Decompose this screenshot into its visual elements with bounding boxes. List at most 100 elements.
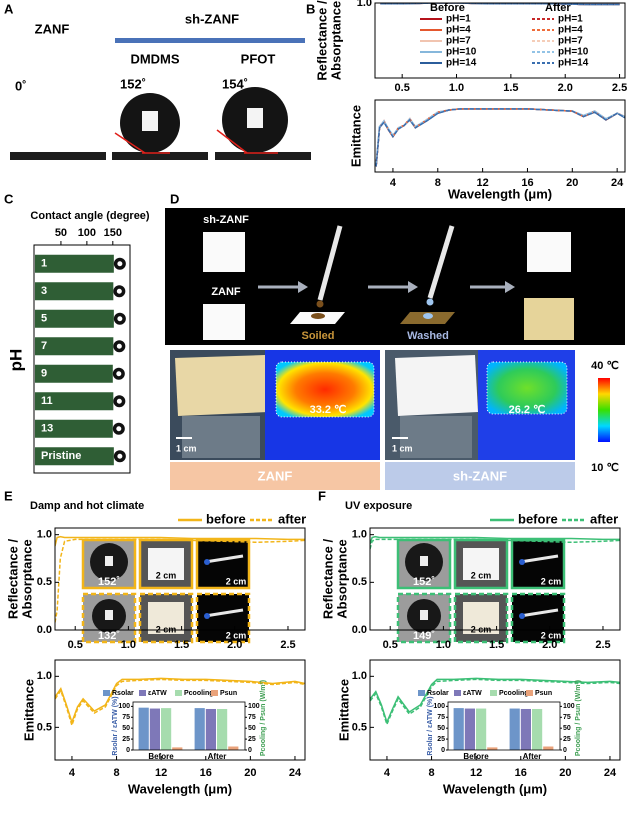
plot-frame [374, 99, 626, 173]
legend-swatch [490, 690, 497, 696]
label: 2 cm [471, 570, 492, 580]
y2-tick-label: 0 [248, 747, 252, 754]
caption-bar [385, 462, 575, 490]
bar [35, 447, 114, 466]
highlight [105, 556, 113, 566]
label: 10 ℃ [591, 462, 619, 474]
inset-frame [195, 592, 251, 644]
bar [205, 708, 216, 750]
axis-label: Absorptance [328, 1, 343, 80]
y-tick-label: 1 [41, 258, 47, 270]
bar [509, 708, 520, 750]
line-series [375, 108, 625, 167]
axis-label: Emittance [21, 679, 36, 741]
x-tick-label: 4 [390, 177, 397, 189]
inset-frame [81, 592, 137, 644]
plot-area [370, 677, 620, 727]
line-series [370, 535, 620, 545]
x-tick-label: 16 [521, 177, 533, 189]
sample [203, 304, 245, 340]
pipette [427, 225, 455, 299]
axis-label: Rsolar / εATW (%) [427, 696, 434, 755]
y-tick-label: 7 [41, 340, 47, 352]
x-tick-label: 20 [566, 177, 578, 189]
label: 2 cm [156, 570, 177, 580]
droplet-highlight [117, 316, 123, 322]
label: ZANF [35, 21, 70, 36]
plot-frame [54, 527, 306, 631]
x-tick-label: 8 [113, 767, 119, 779]
plot-frame [369, 659, 621, 761]
caption-bar [170, 462, 380, 490]
legend-label: pH=10 [558, 47, 589, 58]
x-tick-label: 1.0 [449, 82, 464, 94]
label: Soiled [301, 330, 334, 342]
legend-label: before [518, 511, 558, 526]
x-tick-label: 2.0 [227, 639, 242, 651]
x-tick-label: 2.5 [612, 82, 627, 94]
droplet-highlight [116, 343, 122, 349]
legend-label: pH=7 [558, 36, 583, 47]
bar [228, 746, 239, 750]
label: 152˚ [120, 76, 146, 91]
label: 26.2 ℃ [509, 404, 546, 416]
axis-label: Emittance [348, 105, 363, 167]
y-tick-label: 9 [41, 368, 47, 380]
y-tick-label: 75 [437, 714, 445, 721]
y-tick-label: 3 [41, 285, 47, 297]
x-tick-label: 2.5 [280, 639, 295, 651]
outline [275, 361, 375, 418]
legend-label: pH=1 [446, 14, 471, 25]
axis-label: Reflectance / [320, 539, 335, 620]
bar [35, 309, 114, 328]
sample [463, 602, 499, 634]
inset-frame [195, 538, 251, 590]
x-tick-label: Before [148, 752, 174, 761]
x-tick-label: 0.5 [383, 639, 398, 651]
droplet-highlight [117, 261, 123, 267]
label: 2 cm [226, 630, 247, 640]
legend-label: εATW [148, 690, 167, 697]
colorbar [598, 378, 610, 442]
legend-label: pH=1 [558, 14, 583, 25]
x-tick-label: 100 [78, 227, 96, 239]
line-series [55, 535, 305, 547]
water [423, 313, 433, 319]
y2-tick-label: 100 [563, 703, 575, 710]
x-tick-label: 4 [69, 767, 76, 779]
bar [161, 708, 172, 750]
label: 2 cm [541, 630, 562, 640]
chart-title: Damp and hot climate [30, 500, 144, 512]
legend-header: Before [430, 2, 465, 14]
y2-tick-label: 0 [563, 747, 567, 754]
bar [35, 282, 114, 301]
group-bar [115, 38, 305, 43]
plot-frame [369, 527, 621, 631]
substrate [10, 152, 106, 160]
label: 0˚ [15, 78, 27, 93]
plot-area [55, 535, 305, 623]
y-tick-label: 100 [433, 703, 445, 710]
pen-cap [204, 559, 210, 565]
plot-frame [132, 701, 246, 751]
highlight [420, 556, 428, 566]
arrow-head [298, 281, 308, 293]
label: ZANF [258, 468, 293, 483]
x-tick-label: 16 [200, 767, 212, 779]
sheet [175, 355, 268, 416]
y-tick-label: 25 [122, 736, 130, 743]
pen [204, 554, 244, 564]
pen [519, 608, 559, 618]
y-tick-label: 1.0 [37, 529, 52, 541]
plot-frame [54, 659, 306, 761]
tangent [216, 129, 248, 154]
label: DMDMS [130, 51, 179, 66]
line-series [375, 108, 625, 166]
legend-swatch [454, 690, 461, 696]
substrate [215, 152, 311, 160]
soil [311, 313, 325, 319]
axis-label: Rsolar / εATW (%) [112, 696, 119, 755]
label: Washed [407, 330, 449, 342]
label: 2 cm [156, 624, 177, 634]
y2-tick-label: 100 [248, 703, 260, 710]
